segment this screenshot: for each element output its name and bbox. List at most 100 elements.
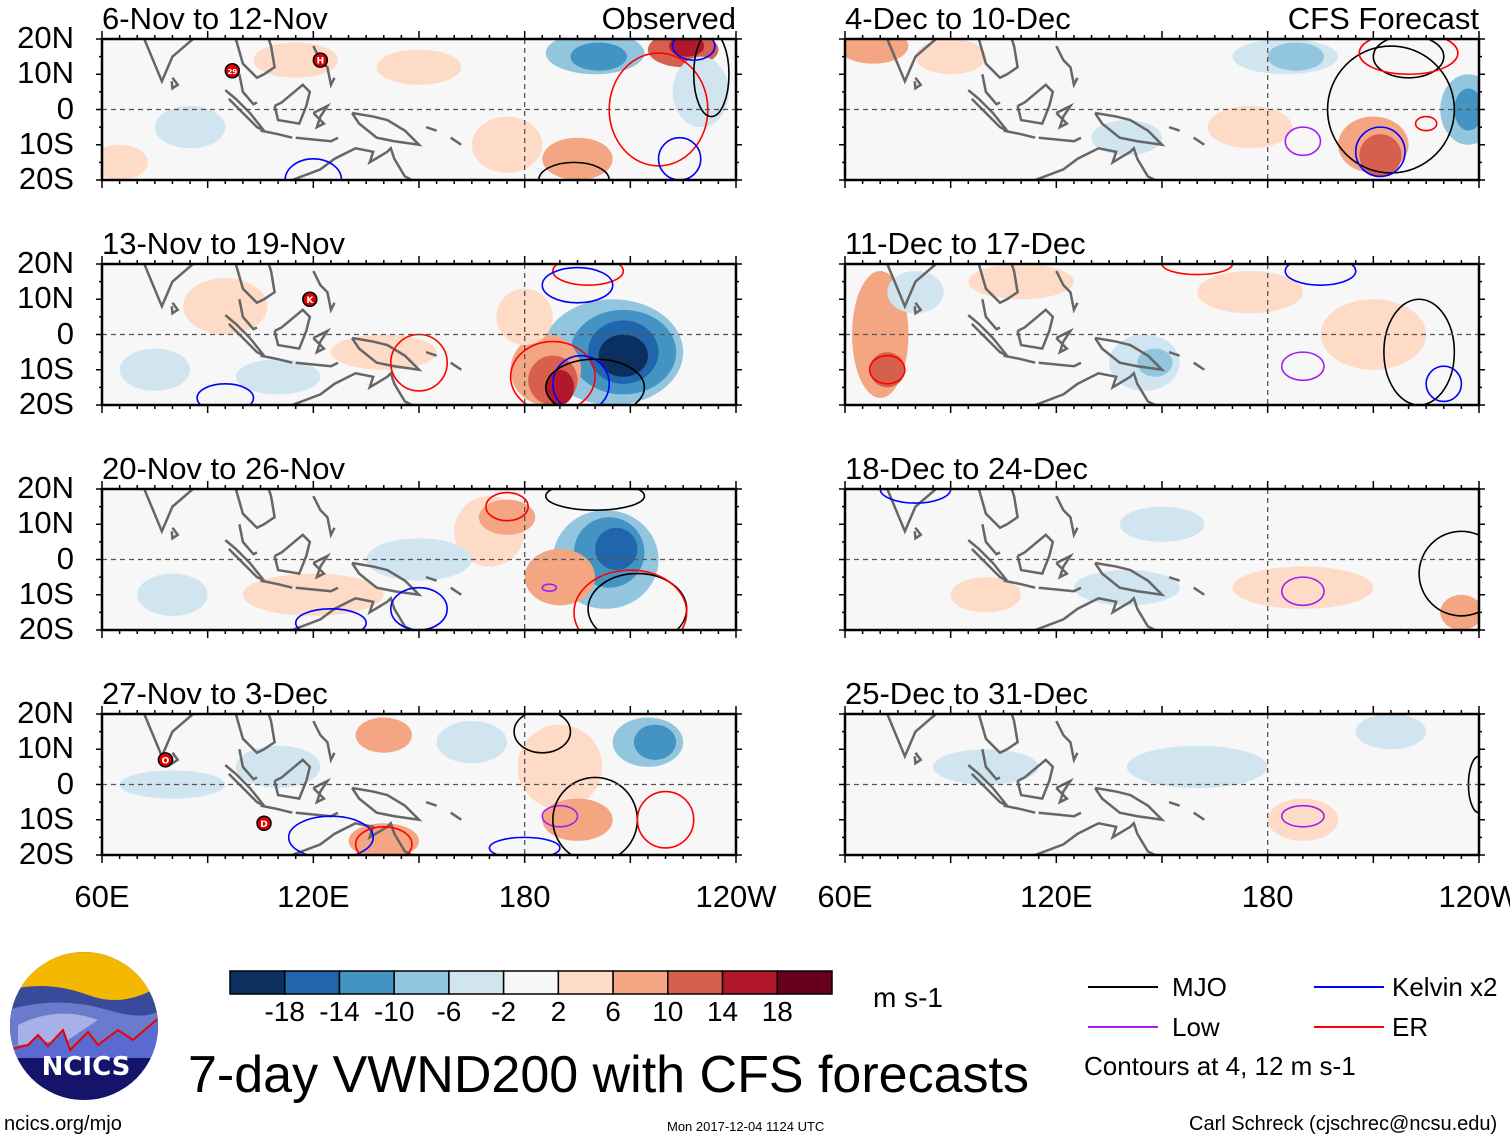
lat-tick-label: 20S — [18, 836, 74, 871]
wave-contour — [541, 266, 614, 304]
wave-contour — [1358, 39, 1459, 76]
lat-tick-label: 20N — [17, 20, 74, 55]
storm-label: 29 — [227, 68, 237, 76]
lat-tick-label: 20S — [18, 386, 74, 421]
coastline — [351, 111, 423, 147]
panel-title: 18-Dec to 24-Dec — [845, 451, 1088, 486]
coastline — [886, 39, 938, 85]
wind-anomaly-shading — [517, 724, 603, 810]
coastline — [234, 489, 276, 530]
coastline — [1193, 811, 1205, 821]
logo-text: NCICS — [42, 1052, 131, 1082]
tropical-cyclone-icon: 29 — [224, 62, 241, 79]
wind-anomaly-shading — [845, 39, 909, 64]
storm-label: K — [306, 296, 314, 306]
coastline — [913, 752, 923, 766]
coastline — [1016, 83, 1055, 125]
coastline — [1055, 45, 1079, 89]
coastline — [1055, 552, 1075, 580]
wind-anomaly-shading — [869, 352, 905, 388]
coastline — [1038, 136, 1082, 143]
coastline — [312, 327, 332, 355]
coastline — [170, 527, 180, 541]
coastline — [291, 595, 413, 630]
legend-line-kelvin — [1314, 986, 1384, 988]
lat-tick-label: 0 — [56, 540, 74, 576]
author-credit: Carl Schreck (cjschrec@ncsu.edu) — [1189, 1113, 1498, 1135]
coastline — [1038, 811, 1082, 818]
website-link[interactable]: ncics.org/mjo — [4, 1113, 122, 1135]
wind-anomaly-shading — [598, 334, 648, 377]
wave-contour — [537, 161, 610, 180]
legend-line-mjo — [1088, 986, 1158, 988]
coastline — [1034, 595, 1156, 630]
storm-label: H — [317, 57, 325, 67]
wave-contour — [1280, 351, 1325, 382]
legend-line-low — [1088, 1026, 1158, 1028]
coastline — [977, 39, 1019, 80]
coastline — [273, 83, 312, 125]
coastline — [312, 102, 332, 130]
coastline — [351, 336, 423, 372]
map-panel — [839, 706, 1485, 863]
lat-tick-label: 0 — [56, 315, 74, 351]
wave-contour — [1383, 298, 1456, 405]
wave-contour — [284, 158, 343, 180]
wind-anomaly-shading — [1320, 299, 1427, 370]
coastline — [977, 489, 1019, 530]
coastline — [1034, 820, 1156, 855]
lon-tick-label: 60E — [74, 879, 130, 914]
wave-contour — [657, 136, 702, 180]
timestamp: Mon 2017-12-04 1124 UTC — [667, 1119, 825, 1134]
coastline — [913, 302, 923, 316]
colorbar-swatch — [721, 970, 779, 995]
panel-title: 13-Nov to 19-Nov — [102, 226, 345, 261]
units-label: m s-1 — [873, 982, 943, 1013]
wave-contour — [354, 826, 413, 855]
coastline — [981, 74, 1001, 106]
colorbar-tick-label: 6 — [605, 996, 621, 1027]
coastline — [238, 749, 258, 781]
wave-contour — [485, 491, 529, 522]
coastline — [425, 350, 438, 357]
wave-contour — [573, 569, 688, 630]
coastline — [312, 270, 336, 314]
colorbar — [229, 970, 833, 995]
coastline — [1038, 361, 1082, 368]
panel-title: 27-Nov to 3-Dec — [102, 676, 328, 711]
wave-contour — [1280, 576, 1325, 607]
wind-anomaly-shading — [102, 144, 148, 180]
colorbar-swatch — [338, 970, 395, 995]
coastline — [143, 264, 195, 310]
colorbar-tick-label: 10 — [652, 996, 684, 1027]
coastline — [1038, 586, 1082, 593]
coastline — [260, 129, 293, 139]
coastline — [1016, 308, 1055, 350]
lon-tick-label: 120E — [1020, 879, 1093, 914]
wind-anomaly-shading — [1440, 594, 1479, 630]
wave-contour — [509, 340, 596, 405]
lat-tick-label: 10S — [18, 575, 74, 611]
coastline — [234, 39, 276, 80]
coastline — [291, 370, 413, 405]
colorbar-tick-label: -6 — [436, 996, 462, 1027]
coastline — [234, 714, 276, 755]
panel-title: 20-Nov to 26-Nov — [102, 451, 345, 486]
coastline — [1034, 370, 1156, 405]
wave-contour — [488, 836, 561, 855]
legend-line-er — [1314, 1026, 1384, 1028]
wind-anomaly-shading — [1267, 42, 1325, 71]
coastline — [312, 552, 332, 580]
coastline — [981, 749, 1001, 781]
wind-anomaly-shading — [542, 798, 613, 841]
lon-tick-label: 120W — [695, 879, 777, 914]
lat-tick-label: 10S — [18, 125, 74, 161]
coastline — [977, 264, 1019, 305]
coastline — [170, 302, 180, 316]
coastline — [291, 145, 413, 180]
coastline — [1193, 586, 1205, 596]
coastline — [1168, 800, 1181, 807]
lat-tick-label: 10N — [17, 505, 74, 541]
wind-anomaly-shading — [376, 49, 462, 85]
